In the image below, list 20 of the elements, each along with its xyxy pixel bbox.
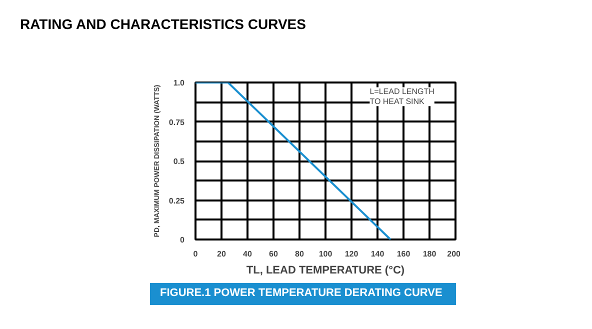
x-tick-label: 20 [217, 250, 226, 258]
x-axis-title: TL, LEAD TEMPERATURE (°C) [246, 264, 405, 276]
y-tick-label: 0 [180, 236, 186, 244]
y-tick-label: 0.5 [173, 157, 186, 166]
x-tick-label: 0 [193, 250, 198, 258]
x-tick-label: 180 [422, 250, 437, 258]
x-tick-label: 100 [318, 250, 333, 258]
x-tick-label: 80 [295, 250, 304, 258]
chart-title: RATING AND CHARACTERISTICS CURVES [20, 15, 306, 34]
x-tick-label: 60 [269, 250, 278, 258]
y-tick-label: 1.0 [173, 78, 186, 88]
x-tick-label: 40 [243, 250, 252, 258]
x-tick-label: 140 [370, 250, 385, 258]
x-tick-label: 200 [447, 250, 462, 258]
annotation: L=LEAD LENGTH TO HEAT SINK [370, 87, 435, 106]
x-tick-label: 160 [396, 250, 411, 258]
x-tick-label: 120 [344, 250, 359, 258]
text: FIGURE.1 POWER TEMPERATURE DERATING CURVE [160, 286, 442, 301]
y-tick-label: 0.25 [168, 196, 186, 206]
y-tick-label: 0.75 [168, 118, 186, 127]
